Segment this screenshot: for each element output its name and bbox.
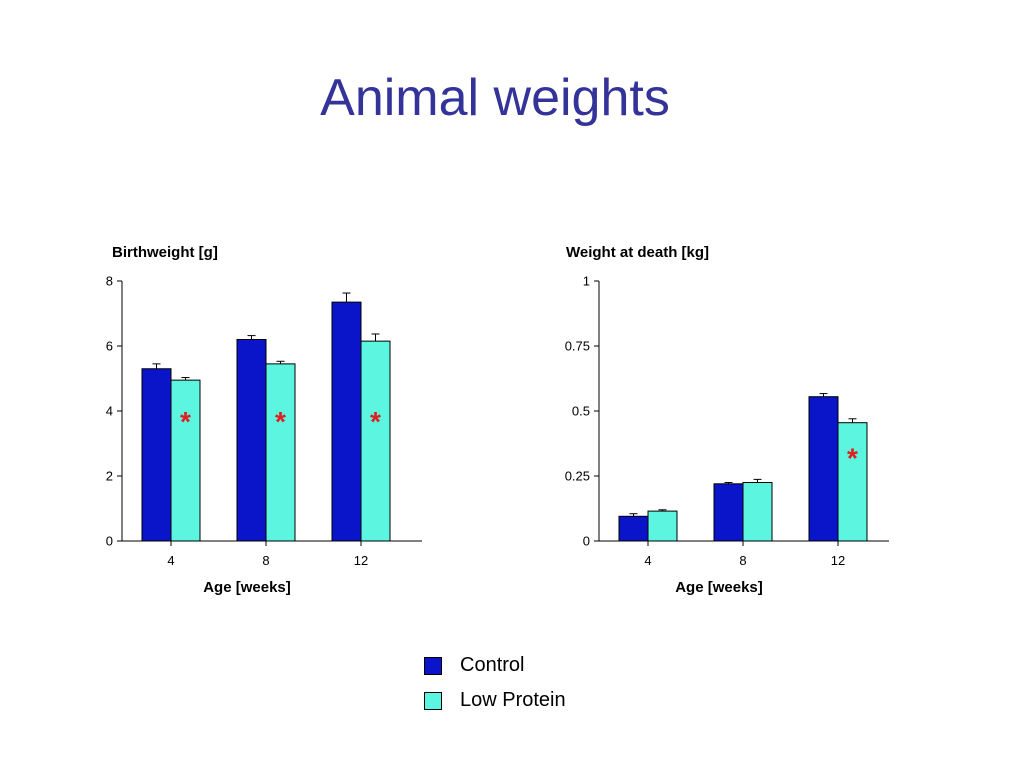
significance-star: * <box>275 406 286 437</box>
bar-low-protein-8 <box>265 363 296 542</box>
legend-label-low-protein: Low Protein <box>460 689 566 711</box>
legend-swatch-low-protein <box>424 691 442 710</box>
y-tick-label: 0.5 <box>572 404 590 419</box>
slide-title: Animal weights <box>320 69 670 127</box>
bar-control-8 <box>236 339 267 542</box>
bar-low-protein-4 <box>170 379 201 542</box>
bar-control-8 <box>713 483 744 542</box>
x-tick-label: 8 <box>739 553 746 568</box>
bar-control-4 <box>141 368 172 542</box>
y-tick-label: 0.25 <box>565 469 590 484</box>
bar-control-4 <box>618 515 649 542</box>
bar-low-protein-8 <box>742 482 773 542</box>
significance-star: * <box>847 442 858 473</box>
legend: Control Low Protein <box>424 648 566 718</box>
legend-label-control: Control <box>460 654 525 676</box>
y-tick-label: 8 <box>106 274 113 289</box>
legend-item-low-protein: Low Protein <box>424 683 566 718</box>
chart-1: Birthweight [g] 0 2 4 6 8 4 8 12 * * * Age [weeks] <box>106 244 422 596</box>
significance-star: * <box>180 406 191 437</box>
bar-low-protein-4 <box>647 510 678 542</box>
chart-title: Birthweight [g] <box>112 244 218 261</box>
y-tick-label: 0 <box>583 534 590 549</box>
bar-low-protein-12 <box>360 340 391 542</box>
chart-2: Weight at death [kg] 0 0.25 0.5 0.75 1 4 8 12 * Ag… <box>565 244 889 596</box>
y-tick-label: 1 <box>583 274 590 289</box>
y-tick-label: 0.75 <box>565 339 590 354</box>
y-tick-label: 4 <box>106 404 113 419</box>
x-tick-label: 4 <box>644 553 651 568</box>
x-tick-label: 4 <box>167 553 174 568</box>
x-tick-label: 12 <box>354 553 368 568</box>
x-tick-label: 8 <box>262 553 269 568</box>
y-tick-label: 0 <box>106 534 113 549</box>
legend-item-control: Control <box>424 648 566 683</box>
significance-star: * <box>370 406 381 437</box>
legend-swatch-control <box>424 656 442 675</box>
x-axis-label: Age [weeks] <box>203 579 291 596</box>
x-axis-label: Age [weeks] <box>675 579 763 596</box>
bar-low-protein-12 <box>837 422 868 542</box>
chart-title: Weight at death [kg] <box>566 244 709 261</box>
bar-control-12 <box>331 301 362 542</box>
y-tick-label: 6 <box>106 339 113 354</box>
x-tick-label: 12 <box>831 553 845 568</box>
y-tick-label: 2 <box>106 469 113 484</box>
bar-control-12 <box>808 396 839 542</box>
